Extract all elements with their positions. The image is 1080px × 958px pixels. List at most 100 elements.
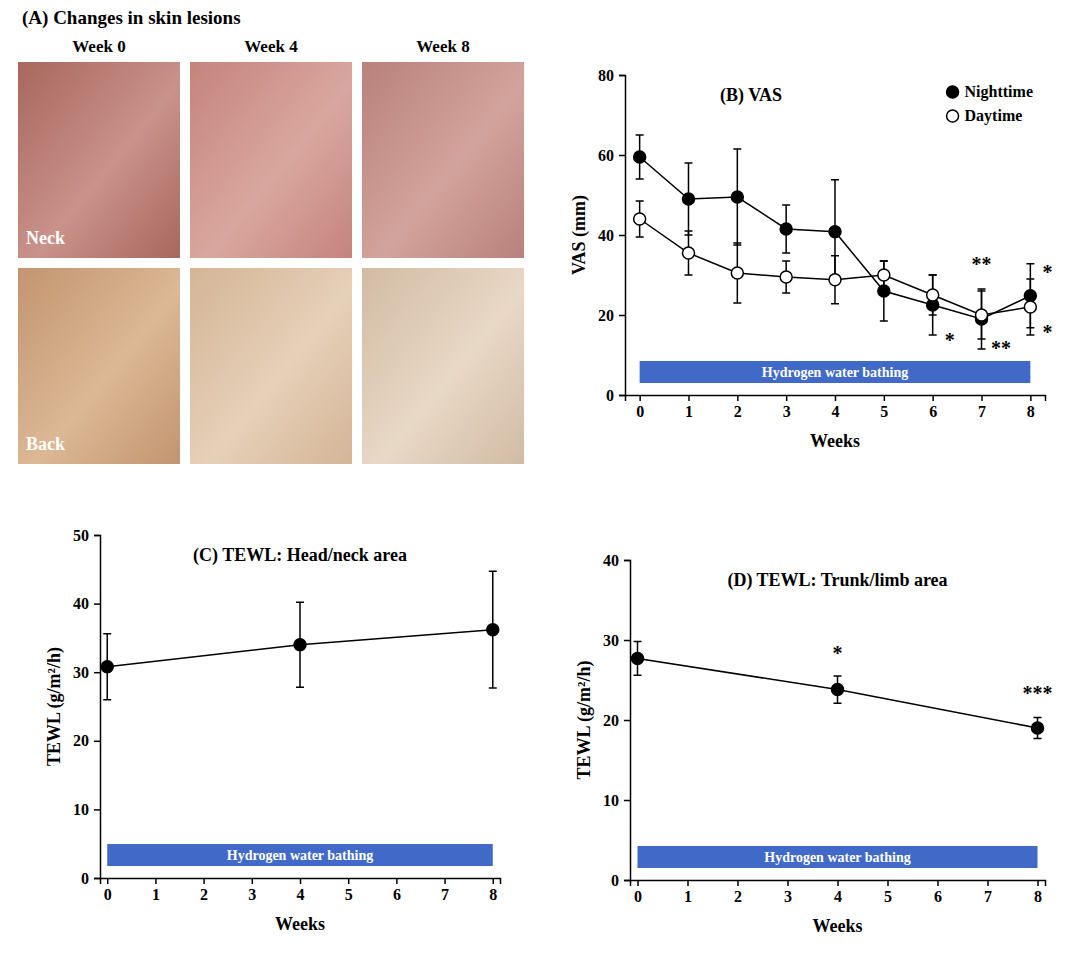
- tick-mark: [1030, 395, 1032, 401]
- photo: [362, 268, 524, 464]
- tick: 40: [603, 552, 630, 569]
- tick: 6: [393, 878, 401, 903]
- marker: [101, 661, 113, 673]
- tick-mark: [396, 878, 398, 884]
- treatment-band: [640, 361, 1031, 383]
- tick: 60: [598, 147, 625, 164]
- photo: [18, 268, 180, 464]
- marker: [634, 151, 646, 163]
- tick: 1: [685, 395, 693, 420]
- series-line: [640, 219, 1031, 315]
- tick: 5: [884, 880, 892, 905]
- row-label: Neck: [26, 228, 65, 248]
- tick: 20: [603, 712, 630, 729]
- tick-mark: [444, 878, 446, 884]
- tick: 0: [104, 878, 112, 903]
- legend-label: Daytime: [965, 107, 1023, 125]
- tick-mark: [786, 395, 788, 401]
- tick-label: 50: [73, 527, 89, 544]
- tick-label: 80: [598, 67, 614, 84]
- tick-label: 3: [783, 403, 791, 420]
- chart-title: (B) VAS: [720, 85, 782, 106]
- tick: 2: [200, 878, 208, 903]
- column-header: Week 0: [72, 37, 125, 56]
- photo: [362, 62, 524, 258]
- tick-mark: [348, 878, 350, 884]
- tick-mark: [624, 720, 630, 722]
- band-label: Hydrogen water bathing: [762, 365, 909, 380]
- tick-label: 3: [784, 888, 792, 905]
- tick-mark: [932, 395, 934, 401]
- photo-panel: (A) Changes in skin lesionsWeek 0Week 4W…: [18, 7, 524, 464]
- tick: 6: [929, 395, 937, 420]
- tick-label: 5: [880, 403, 888, 420]
- tick-label: 20: [598, 307, 614, 324]
- tick-label: 0: [611, 872, 619, 889]
- tick-label: 7: [441, 886, 449, 903]
- tick-label: 3: [248, 886, 256, 903]
- marker: [682, 193, 694, 205]
- tick: 0: [636, 395, 644, 420]
- tick: 6: [934, 880, 942, 905]
- significance-mark: **: [972, 253, 992, 275]
- plot-marks: [101, 571, 499, 866]
- tick: 1: [152, 878, 160, 903]
- photo: [18, 62, 180, 258]
- tick-label: 7: [984, 888, 992, 905]
- tick: 0: [611, 872, 630, 889]
- tick: 8: [1034, 880, 1042, 905]
- figure: (A) Changes in skin lesionsWeek 0Week 4W…: [0, 0, 1080, 958]
- tick-label: 8: [1034, 888, 1042, 905]
- tick-label: 2: [734, 888, 742, 905]
- tick-label: 0: [104, 886, 112, 903]
- tick: 50: [73, 527, 100, 544]
- marker: [829, 274, 841, 286]
- tick: 2: [734, 880, 742, 905]
- tick-label: 20: [73, 732, 89, 749]
- legend-marker: [947, 86, 959, 98]
- tick-mark: [787, 880, 789, 886]
- tick-mark: [737, 880, 739, 886]
- significance-mark: ***: [1023, 682, 1053, 704]
- marker: [1032, 722, 1044, 734]
- tick: 1: [684, 880, 692, 905]
- tick-label: 40: [598, 227, 614, 244]
- tick: 8: [489, 878, 497, 903]
- tick-mark: [300, 878, 302, 884]
- significance-mark: *: [945, 329, 955, 351]
- tick-mark: [619, 395, 625, 397]
- marker: [878, 269, 890, 281]
- tick: 5: [880, 395, 888, 420]
- tick: 30: [603, 632, 630, 649]
- tick-mark: [94, 535, 100, 537]
- tick: 40: [73, 595, 100, 612]
- tick: 4: [297, 878, 305, 903]
- tick-mark: [937, 880, 939, 886]
- x-axis-title: Weeks: [810, 431, 860, 451]
- tick-label: 7: [978, 403, 986, 420]
- treatment-band: [107, 844, 493, 866]
- tick-mark: [107, 878, 109, 884]
- tick: 3: [783, 395, 791, 420]
- tick-label: 5: [345, 886, 353, 903]
- marker: [780, 223, 792, 235]
- tick-mark: [203, 878, 205, 884]
- tick-label: 1: [684, 888, 692, 905]
- tick: 8: [1027, 395, 1035, 420]
- tick: 4: [834, 880, 842, 905]
- tick-mark: [94, 672, 100, 674]
- tick-mark: [1037, 880, 1039, 886]
- axis-line: [101, 879, 501, 885]
- x-axis: 0 1 2 3 4 5 6 7 8: [626, 395, 1046, 420]
- tick-label: 10: [603, 792, 619, 809]
- tick-label: 4: [832, 403, 840, 420]
- tick: 3: [248, 878, 256, 903]
- y-axis: 020406080: [598, 67, 626, 404]
- legend-marker: [947, 110, 959, 122]
- plot-marks: [634, 135, 1037, 383]
- figure-svg: (A) Changes in skin lesionsWeek 0Week 4W…: [0, 0, 1080, 958]
- marker: [829, 226, 841, 238]
- tick-mark: [637, 880, 639, 886]
- tick-label: 40: [73, 595, 89, 612]
- tick-label: 2: [734, 403, 742, 420]
